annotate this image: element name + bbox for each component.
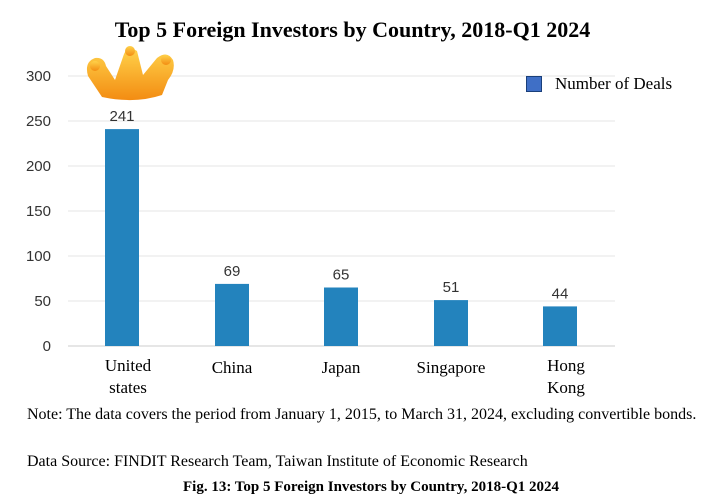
bar [215, 283, 249, 346]
legend-swatch [526, 76, 542, 92]
x-tick-label: United states [105, 356, 152, 397]
data-label: 44 [552, 285, 569, 302]
bar [434, 300, 468, 346]
y-tick-label: 50 [34, 293, 51, 310]
x-tick-label: Hong Kong [547, 356, 585, 397]
figure-caption: Fig. 13: Top 5 Foreign Investors by Coun… [182, 479, 559, 495]
x-tick-label: Singapore [417, 358, 486, 377]
y-tick-label: 0 [43, 338, 51, 355]
legend-label: Number of Deals [555, 74, 673, 93]
data-labels: 241 69 65 51 44 [109, 108, 568, 302]
data-label: 65 [333, 267, 350, 284]
y-tick-label: 300 [26, 68, 51, 85]
y-tick-label: 150 [26, 203, 51, 220]
data-source-text: Data Source: FINDIT Research Team, Taiwa… [27, 453, 528, 470]
y-tick-label: 200 [26, 158, 51, 175]
x-tick-label: China [212, 358, 253, 377]
bars [105, 129, 577, 346]
y-axis-ticks: 0 50 100 150 200 250 300 [26, 68, 51, 355]
y-tick-label: 100 [26, 248, 51, 265]
x-tick-label: Japan [322, 358, 361, 377]
bar [543, 306, 577, 346]
data-label: 69 [224, 263, 241, 280]
x-axis-labels: United states China Japan Singapore Hong Kong [105, 356, 586, 397]
data-label: 241 [109, 108, 134, 125]
legend: Number of Deals [526, 74, 672, 94]
chart-title: Top 5 Foreign Investors by Country, 2018… [114, 17, 591, 42]
data-label: 51 [443, 279, 460, 296]
y-tick-label: 250 [26, 113, 51, 130]
bar [105, 129, 139, 346]
crown-icon [86, 46, 174, 101]
bar-chart: 0 50 100 150 200 250 300 241 69 65 51 44 United sta… [26, 46, 615, 397]
note-text: Note: The data covers the period from Ja… [27, 406, 697, 423]
bar [324, 287, 358, 346]
